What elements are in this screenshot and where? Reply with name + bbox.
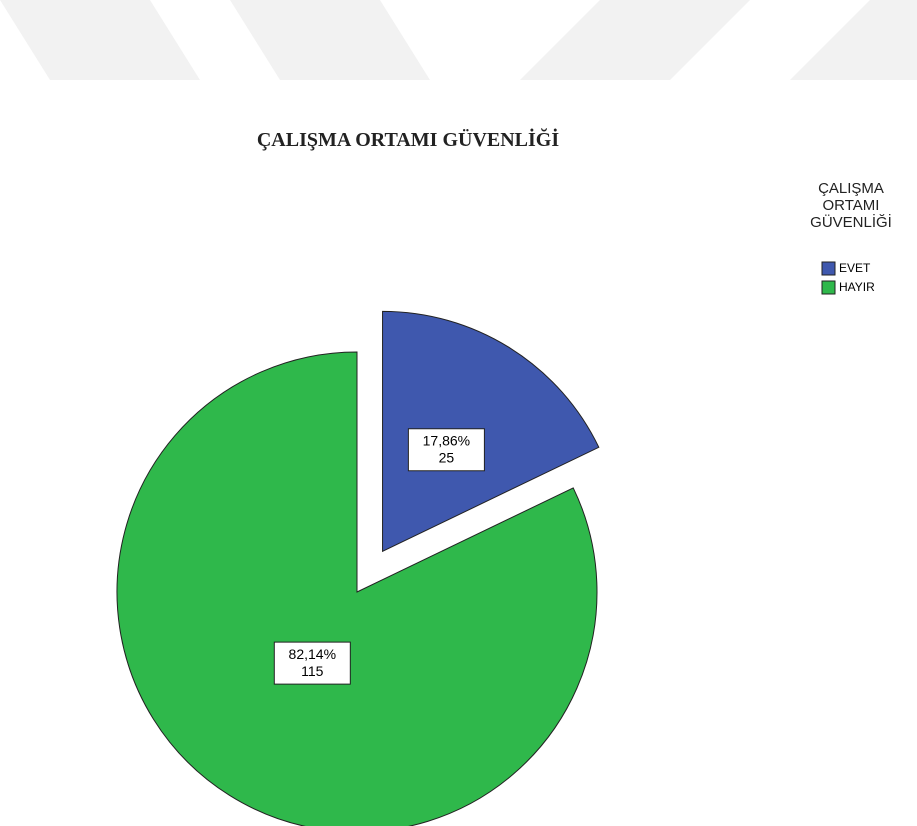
pie-slice (116, 351, 598, 826)
legend-label: HAYIR (839, 280, 875, 294)
chart-title: ÇALIŞMA ORTAMI GÜVENLİĞİ (257, 127, 560, 151)
legend-label: EVET (839, 261, 871, 275)
legend-title: ÇALIŞMA ORTAMI GÜVENLİĞİ (810, 180, 892, 231)
pie-slice (382, 310, 600, 553)
label-box (273, 641, 351, 685)
legend-swatch (821, 280, 836, 295)
value-label: 25 (439, 449, 455, 465)
label-box (407, 428, 485, 472)
watermark (0, 0, 917, 80)
percent-label: 17,86% (423, 432, 470, 448)
legend-swatch (821, 261, 836, 276)
percent-label: 82,14% (289, 646, 336, 662)
value-label: 115 (301, 663, 324, 679)
